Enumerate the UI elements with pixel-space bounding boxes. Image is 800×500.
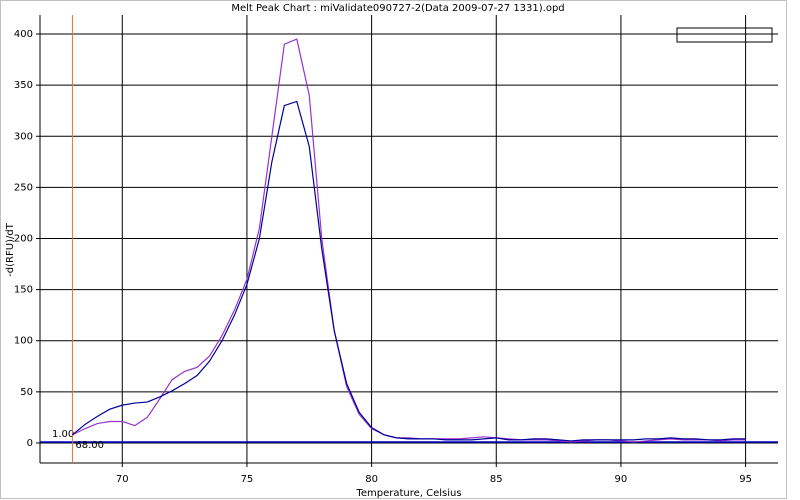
x-tick-label: 85	[490, 474, 503, 485]
legend-box	[676, 27, 773, 43]
threshold-label: 1.00	[52, 429, 74, 440]
marker-label: 68.00	[75, 440, 104, 451]
x-tick-label: 90	[615, 474, 628, 485]
x-tick-label: 95	[739, 474, 752, 485]
y-axis-label: -d(RFU)/dT	[5, 222, 16, 276]
y-tick-label: 0	[27, 438, 33, 449]
y-tick-label: 200	[14, 233, 33, 244]
y-tick-label: 150	[14, 285, 33, 296]
series-line	[72, 38, 746, 443]
y-tick-label: 250	[14, 182, 33, 193]
series-line	[72, 100, 746, 442]
x-tick-label: 70	[116, 474, 129, 485]
x-axis-label: Temperature, Celsius	[355, 488, 461, 499]
y-tick-label: 50	[20, 387, 33, 398]
y-tick-label: 350	[14, 80, 33, 91]
y-tick-label: 400	[14, 29, 33, 40]
y-tick-label: 100	[14, 336, 33, 347]
x-tick-label: 75	[241, 474, 254, 485]
chart-title: Melt Peak Chart : miValidate090727-2(Dat…	[231, 3, 564, 14]
y-tick-label: 300	[14, 131, 33, 142]
x-tick-label: 80	[365, 474, 378, 485]
